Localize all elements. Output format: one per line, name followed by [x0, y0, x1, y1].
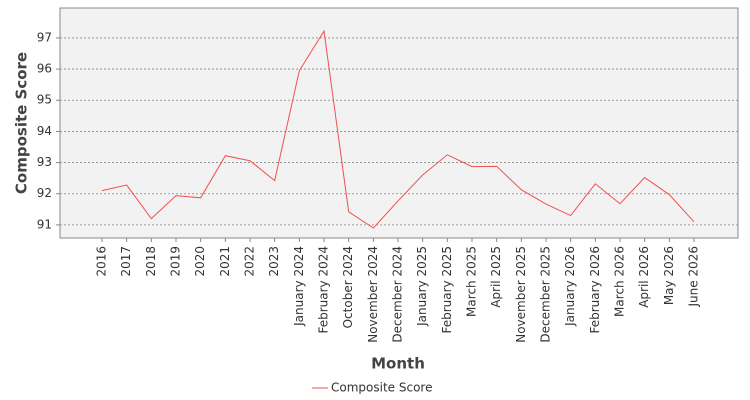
- x-tick-label: May 2026: [662, 246, 676, 305]
- y-tick-label: 93: [37, 155, 52, 169]
- y-tick-label: 91: [37, 217, 52, 231]
- x-tick-label: November 2025: [514, 246, 528, 343]
- x-tick-label: February 2025: [440, 246, 454, 334]
- y-tick-label: 95: [37, 93, 52, 107]
- x-tick-label: 2021: [218, 246, 232, 277]
- x-tick-label: January 2025: [415, 246, 429, 327]
- x-axis-title: Month: [371, 355, 425, 373]
- y-tick-label: 97: [37, 30, 52, 44]
- x-tick-label: February 2024: [317, 246, 331, 334]
- x-tick-label: April 2026: [637, 246, 651, 308]
- y-tick-label: 96: [37, 62, 52, 76]
- x-tick-label: March 2026: [613, 246, 627, 317]
- x-tick-label: October 2024: [341, 246, 355, 328]
- x-tick-label: January 2026: [563, 246, 577, 327]
- x-tick-label: March 2025: [465, 246, 479, 317]
- x-tick-label: 2018: [144, 246, 158, 277]
- x-tick-label: December 2024: [391, 246, 405, 343]
- legend-label: Composite Score: [331, 381, 432, 395]
- x-tick-label: 2019: [169, 246, 183, 277]
- y-axis-title: Composite Score: [13, 52, 31, 194]
- x-tick-label: January 2024: [292, 246, 306, 327]
- x-tick-label: 2023: [267, 246, 281, 277]
- x-tick-label: December 2025: [539, 246, 553, 343]
- x-tick-label: April 2025: [489, 246, 503, 308]
- data-line: [101, 29, 695, 229]
- x-tick-label: 2016: [95, 246, 109, 277]
- x-tick-label: November 2024: [366, 246, 380, 343]
- plot-area: [59, 7, 739, 239]
- x-tick-label: 2022: [243, 246, 257, 277]
- x-tick-label: 2017: [119, 246, 133, 277]
- y-tick-label: 94: [37, 124, 52, 138]
- x-tick-label: June 2026: [687, 246, 701, 308]
- y-tick-label: 92: [37, 186, 52, 200]
- x-tick-label: February 2026: [588, 246, 602, 334]
- x-tick-label: 2020: [193, 246, 207, 277]
